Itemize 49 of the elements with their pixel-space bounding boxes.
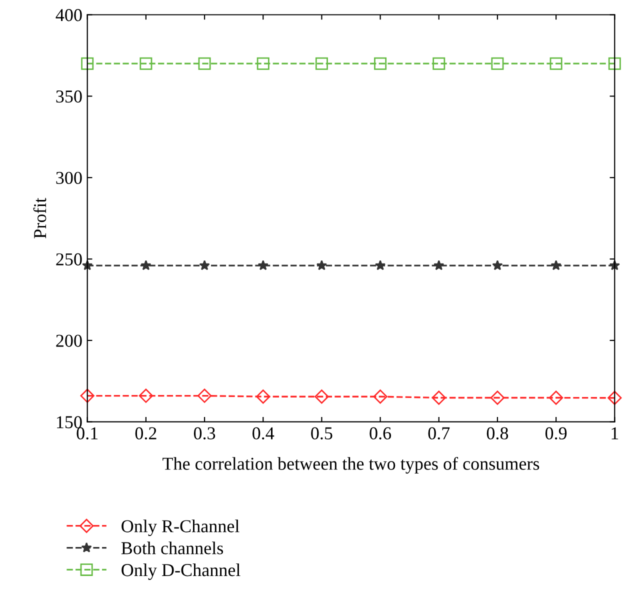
point xyxy=(316,260,328,270)
x-tick-label: 1 xyxy=(612,427,618,440)
point xyxy=(256,57,270,70)
point xyxy=(256,390,270,404)
point xyxy=(548,390,564,405)
point xyxy=(315,57,328,70)
legend-label: Only R-Channel xyxy=(122,520,240,536)
point xyxy=(198,57,211,70)
point xyxy=(199,260,210,270)
point xyxy=(492,260,503,270)
x-tick-label: 0.6 xyxy=(370,427,392,440)
legend-label: Only D-Channel xyxy=(122,563,240,580)
point xyxy=(374,57,387,70)
point xyxy=(138,388,154,403)
point xyxy=(434,260,444,270)
y-axis-title: Profit xyxy=(33,198,46,238)
point xyxy=(140,260,152,270)
point xyxy=(490,390,505,405)
point xyxy=(550,57,562,70)
point xyxy=(373,390,388,404)
y-tick-label: 200 xyxy=(56,334,82,347)
x-tick-label: 0.9 xyxy=(545,427,567,440)
y-tick-label: 300 xyxy=(56,172,82,184)
point xyxy=(374,260,386,270)
x-tick-label: 0.2 xyxy=(135,427,156,440)
point xyxy=(608,390,622,405)
x-axis-title: The correlation between the two types of consumers xyxy=(162,456,540,474)
point xyxy=(432,57,446,70)
x-tick-label: 0.4 xyxy=(252,427,274,440)
point xyxy=(80,388,94,403)
point xyxy=(140,57,152,70)
y-tick-label: 350 xyxy=(56,90,82,103)
point xyxy=(314,390,329,404)
x-tick-label: 0.8 xyxy=(486,427,508,440)
point xyxy=(608,57,621,70)
y-tick-label: 400 xyxy=(56,9,82,22)
x-tick-label: 0.7 xyxy=(428,427,450,440)
point xyxy=(258,260,268,270)
y-tick-label: 150 xyxy=(57,416,82,428)
point xyxy=(432,390,446,405)
x-tick-label: 0.5 xyxy=(311,427,332,440)
point xyxy=(550,260,562,270)
point xyxy=(491,57,504,70)
y-tick-label: 250 xyxy=(56,253,82,266)
point xyxy=(197,388,212,403)
x-tick-label: 0.1 xyxy=(76,427,98,440)
legend-label: Both channels xyxy=(121,542,224,554)
point xyxy=(81,57,94,70)
x-tick-label: 0.3 xyxy=(194,427,216,440)
